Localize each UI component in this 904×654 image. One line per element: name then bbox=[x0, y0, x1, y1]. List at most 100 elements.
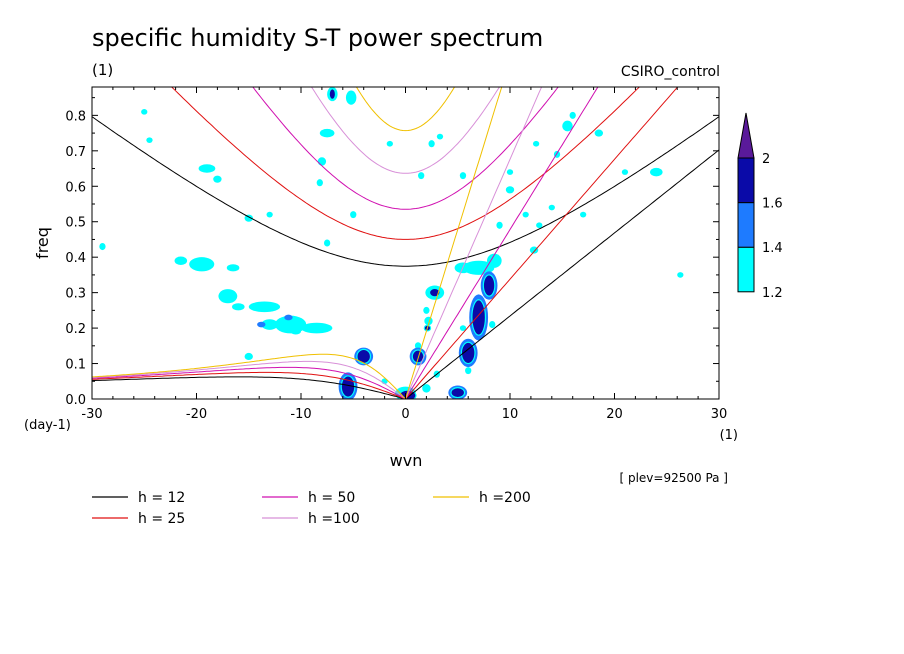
contour-region bbox=[356, 348, 372, 365]
contour-region bbox=[414, 342, 422, 350]
colorbar: 1.2 1.4 1.6 2 bbox=[737, 112, 783, 301]
contour-region bbox=[532, 140, 540, 147]
x-tick-label: -30 bbox=[81, 407, 102, 422]
contour-region bbox=[174, 256, 188, 265]
contour-region bbox=[345, 90, 357, 105]
contour-region bbox=[459, 172, 467, 180]
y-tick-label: 0.7 bbox=[65, 145, 86, 160]
legend-label: h =100 bbox=[308, 511, 360, 527]
y-tick-label: 0.6 bbox=[65, 180, 86, 195]
contour-region bbox=[562, 120, 573, 132]
x-tick-label: 20 bbox=[606, 407, 623, 422]
inertio-gravity-curve bbox=[355, 87, 456, 132]
contour-region bbox=[350, 211, 357, 219]
kelvin-curve bbox=[405, 87, 679, 399]
inertio-gravity-curve bbox=[92, 116, 719, 267]
contour-region bbox=[422, 384, 431, 393]
y-unit-label: (day-1) bbox=[24, 418, 71, 433]
x-tick-label: 0 bbox=[401, 407, 409, 422]
x-axis-label: wvn bbox=[390, 451, 423, 470]
y-axis-label: freq bbox=[33, 227, 52, 259]
contour-region bbox=[506, 169, 514, 175]
y-tick-label: 0.1 bbox=[65, 358, 86, 373]
contour-region bbox=[462, 260, 495, 275]
contour-region bbox=[594, 129, 604, 137]
contour-region bbox=[465, 367, 472, 375]
contour-region bbox=[226, 264, 240, 272]
contour-region bbox=[428, 140, 435, 148]
contour-region bbox=[316, 179, 323, 187]
axis-ticks: -30 -20 -10 0 10 20 30 0.0 0.1 0.2 0.3 0.4 0.5 0.6 0.7… bbox=[65, 87, 727, 422]
contour-region bbox=[301, 322, 333, 334]
contour-region bbox=[141, 108, 148, 115]
contour-region bbox=[244, 214, 253, 222]
legend: h = 12 h = 25 h = 50 h =100 h =200 bbox=[92, 490, 531, 527]
contour-region bbox=[471, 299, 487, 336]
contour-region bbox=[436, 133, 444, 140]
x-tick-label: -20 bbox=[186, 407, 207, 422]
plot-frame bbox=[91, 86, 720, 400]
kelvin-curve bbox=[405, 149, 719, 399]
legend-label: h =200 bbox=[479, 490, 531, 506]
colorbar-segment bbox=[737, 202, 755, 248]
contour-region bbox=[146, 137, 153, 144]
x-unit-label: (1) bbox=[720, 428, 738, 443]
contour-region bbox=[496, 221, 503, 229]
contour-region bbox=[487, 253, 502, 268]
contour-region bbox=[244, 352, 253, 361]
colorbar-arrow bbox=[737, 112, 755, 159]
kelvin-curve bbox=[405, 87, 503, 399]
contour-region bbox=[621, 169, 629, 175]
chart-subtitle-left: (1) bbox=[92, 61, 113, 79]
y-tick-label: 0.8 bbox=[65, 109, 86, 124]
y-tick-label: 0.2 bbox=[65, 322, 86, 337]
contour-region bbox=[261, 319, 279, 330]
contour-region bbox=[450, 387, 466, 399]
contour-region bbox=[536, 222, 543, 229]
rossby-curve bbox=[92, 371, 406, 399]
contour-region bbox=[198, 164, 216, 173]
contour-region bbox=[232, 303, 245, 311]
colorbar-segment bbox=[737, 246, 755, 293]
legend-label: h = 50 bbox=[308, 490, 355, 506]
contour-region bbox=[274, 315, 307, 334]
y-tick-label: 0.0 bbox=[65, 393, 86, 408]
contour-region bbox=[505, 186, 515, 194]
dispersion-curves bbox=[92, 87, 719, 399]
y-tick-label: 0.4 bbox=[65, 251, 86, 266]
chart-title: specific humidity S-T power spectrum bbox=[92, 24, 543, 52]
contour-region bbox=[248, 301, 281, 313]
contour-layer bbox=[99, 87, 684, 399]
y-tick-label: 0.3 bbox=[65, 287, 86, 302]
contour-region bbox=[489, 321, 496, 329]
kelvin-curve bbox=[405, 87, 543, 399]
contour-region bbox=[677, 272, 684, 278]
x-tick-label: 30 bbox=[711, 407, 728, 422]
rossby-curve bbox=[92, 366, 406, 399]
contour-region bbox=[650, 167, 663, 177]
colorbar-label: 1.6 bbox=[762, 197, 783, 212]
inertio-gravity-curve bbox=[252, 87, 559, 210]
contour-region bbox=[522, 211, 529, 218]
kelvin-curve bbox=[405, 87, 599, 399]
contour-region bbox=[323, 239, 331, 247]
x-tick-label: -10 bbox=[290, 407, 311, 422]
contour-region bbox=[218, 289, 238, 304]
inertio-gravity-curve bbox=[310, 87, 501, 174]
contour-region bbox=[317, 157, 327, 166]
chart-subtitle-right: CSIRO_control bbox=[621, 64, 720, 80]
colorbar-label: 2 bbox=[762, 152, 770, 167]
contour-region bbox=[189, 257, 215, 272]
contour-region bbox=[257, 321, 266, 328]
legend-label: h = 12 bbox=[138, 490, 185, 506]
rossby-curve bbox=[92, 376, 406, 399]
contour-region bbox=[529, 246, 539, 254]
contour-region bbox=[418, 172, 425, 180]
rossby-curve bbox=[92, 353, 406, 399]
contour-region bbox=[569, 111, 576, 119]
contour-region bbox=[266, 211, 273, 218]
contour-region bbox=[99, 243, 106, 251]
contour-region bbox=[460, 341, 476, 365]
contour-region bbox=[213, 175, 222, 183]
